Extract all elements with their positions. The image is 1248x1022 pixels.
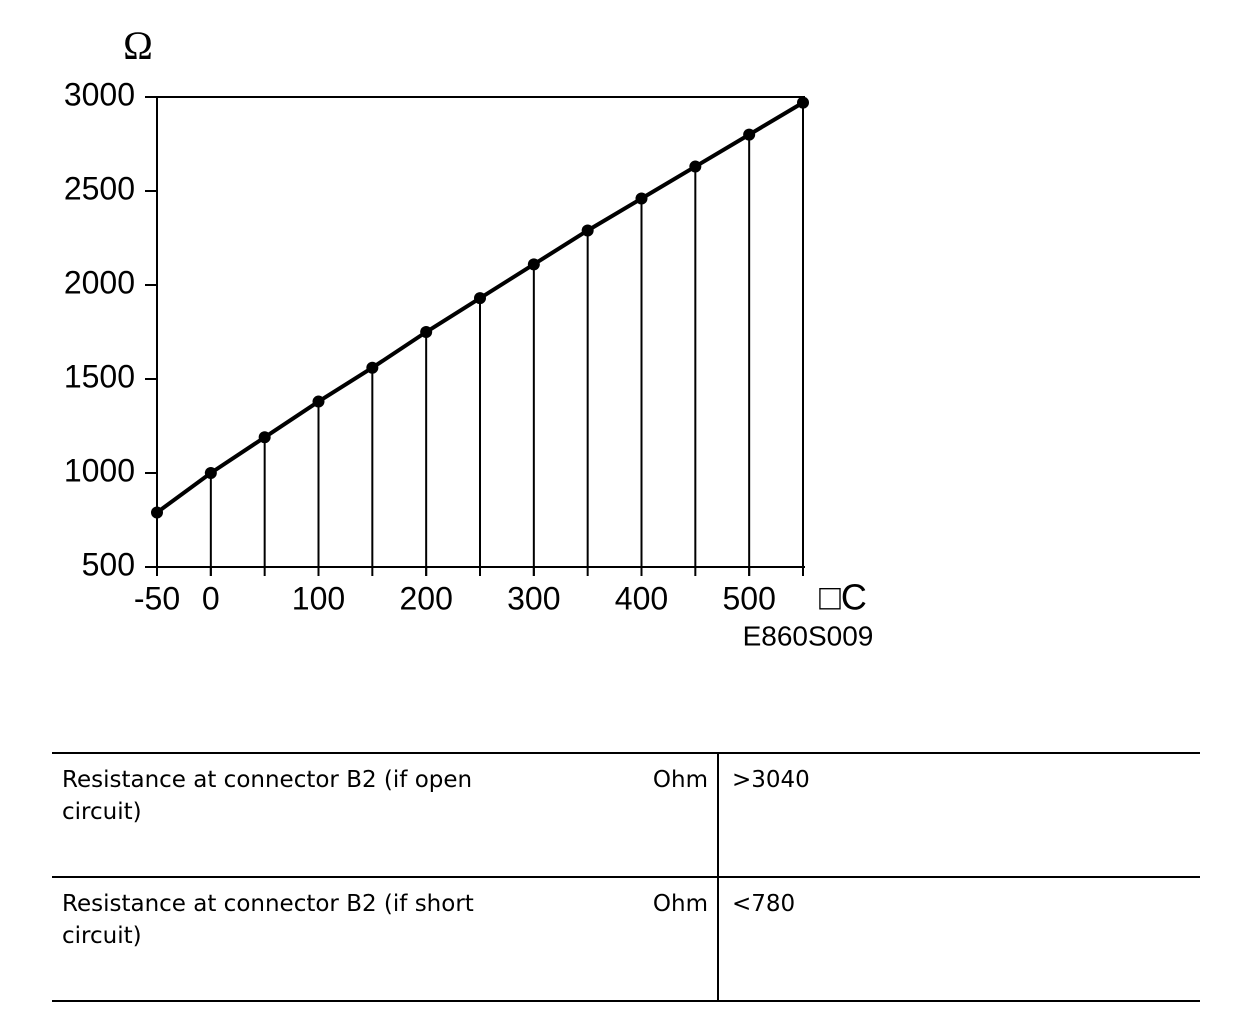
table-cell: Ohm [652, 891, 708, 917]
data-point [581, 224, 594, 237]
y-tick-label: 2500 [64, 170, 135, 206]
data-point [366, 361, 379, 374]
x-axis-label: □C [819, 577, 867, 618]
data-point [474, 292, 486, 305]
x-tick-label: 0 [202, 580, 220, 616]
x-tick-label: 200 [399, 580, 452, 616]
x-tick-label: 300 [507, 580, 560, 616]
data-point [258, 431, 271, 444]
table-cell: Ohm [652, 767, 708, 793]
table-cell: Resistance at connector B2 (if open circ… [62, 767, 473, 825]
data-point [151, 506, 163, 519]
y-tick-label: 500 [82, 546, 135, 582]
data-point [689, 160, 702, 173]
data-point [312, 395, 325, 408]
data-point [743, 128, 756, 141]
y-tick-label: 1500 [64, 358, 135, 394]
data-point [635, 192, 648, 205]
data-point [204, 467, 217, 479]
y-tick-label: 1000 [64, 452, 135, 488]
chart: Ω □C E860S009 50010001500200025003000-50… [64, 23, 874, 651]
table-cell: Resistance at connector B2 (if short cir… [62, 891, 474, 949]
table-divider [717, 752, 719, 1000]
x-tick-label: -50 [134, 580, 180, 616]
y-axis-label: Ω [123, 23, 153, 68]
table-cell: <780 [732, 891, 796, 917]
data-point [797, 96, 809, 109]
y-tick-label: 3000 [64, 76, 135, 112]
data-point [420, 326, 433, 338]
table-rule [52, 752, 1200, 754]
data-point [527, 258, 540, 271]
annotation: E860S009 [743, 620, 874, 651]
x-tick-label: 500 [722, 580, 775, 616]
table-cell: >3040 [732, 767, 810, 793]
table-rule [52, 876, 1200, 878]
x-tick-label: 100 [292, 580, 345, 616]
table-rule [52, 1000, 1200, 1002]
x-tick-label: 400 [615, 580, 668, 616]
y-tick-label: 2000 [64, 264, 135, 300]
